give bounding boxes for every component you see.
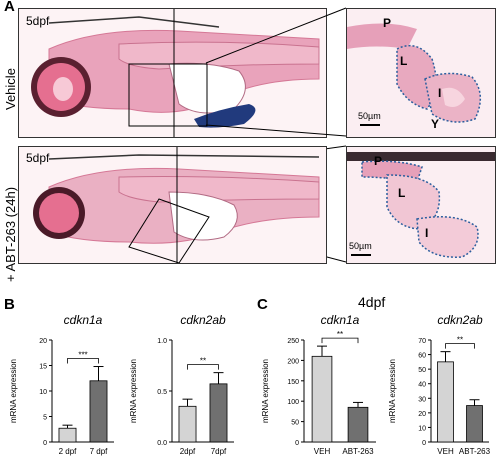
bar [178, 405, 197, 443]
bar [466, 405, 483, 443]
vehicle-scalebar-label: 50µm [358, 111, 381, 121]
significance-label: *** [78, 351, 87, 360]
y-tick-label: 40 [418, 382, 426, 389]
bar [58, 427, 77, 443]
chart-b-cdkn2ab: cdkn2ab mRNA expression 0.0 0.5 1.0 2dpf 7dpf *… [129, 313, 234, 456]
chart-title: cdkn2ab [180, 313, 226, 327]
y-tick-label: 0 [295, 440, 299, 447]
abt263-stage-label: 5dpf [26, 151, 50, 165]
vehicle-scalebar [360, 124, 380, 126]
y-tick-label: 0.5 [157, 389, 167, 396]
y-tick-label: 10 [418, 425, 426, 432]
x-tick-label: 7 dpf [90, 447, 109, 456]
bar [209, 383, 228, 443]
abt263-inset-label-l: L [398, 186, 406, 200]
y-tick-label: 50 [418, 367, 426, 374]
y-tick-label: 5 [43, 415, 47, 422]
bar [311, 355, 333, 443]
y-axis-label: mRNA expression [261, 359, 270, 423]
panel-c-letter: C [257, 296, 268, 313]
vehicle-inset-image [346, 8, 496, 138]
y-tick-label: 1.0 [157, 338, 167, 345]
y-tick-label: 60 [418, 353, 426, 360]
row-label-abt263: + ABT-263 (24h) [3, 186, 18, 282]
abt263-inset-label-i: I [425, 226, 429, 240]
vehicle-stage-label: 5dpf [26, 14, 50, 28]
x-tick-label: 7dpf [211, 447, 227, 456]
chart-c-cdkn1a: cdkn1a mRNA expression 0 50 100 150 200 250 VEH A… [261, 313, 376, 456]
y-tick-label: 15 [39, 364, 47, 371]
abt263-inset-image [346, 146, 496, 264]
panel-a-letter: A [4, 0, 15, 15]
abt263-inset-label-p: P [374, 154, 383, 168]
y-tick-label: 0 [422, 440, 426, 447]
vehicle-inset-label-l: L [400, 54, 408, 68]
significance-label: ** [457, 336, 463, 345]
abt263-histology-image [18, 146, 327, 264]
chart-c-cdkn2ab: cdkn2ab mRNA expression 0 10 20 30 40 50 60 70 VEH… [388, 313, 491, 456]
chart-title: cdkn1a [64, 313, 103, 327]
panel-b-letter: B [4, 296, 15, 313]
y-tick-label: 50 [291, 420, 299, 427]
bar [89, 380, 108, 443]
significance-bracket [67, 358, 99, 364]
x-tick-label: VEH [314, 447, 331, 456]
significance-label: ** [337, 330, 343, 339]
vehicle-histology-image [18, 8, 327, 138]
y-axis-label: mRNA expression [388, 359, 397, 423]
y-tick-label: 250 [287, 338, 299, 345]
y-tick-label: 10 [39, 389, 47, 396]
vehicle-inset-label-y: Y [431, 117, 440, 131]
y-axis-label: mRNA expression [9, 359, 18, 423]
bar [437, 361, 454, 443]
panel-c-header: 4dpf [358, 294, 386, 310]
x-tick-label: ABT-263 [342, 447, 374, 456]
abt263-scalebar [351, 254, 371, 256]
y-tick-label: 150 [287, 379, 299, 386]
significance-label: ** [200, 357, 206, 366]
chart-title: cdkn2ab [437, 313, 483, 327]
abt263-scalebar-label: 50µm [349, 241, 372, 251]
y-tick-label: 70 [418, 338, 426, 345]
y-tick-label: 100 [287, 399, 299, 406]
significance-bracket [187, 364, 219, 370]
x-tick-label: VEH [437, 447, 454, 456]
significance-bracket [445, 343, 475, 349]
bar [347, 406, 369, 443]
chart-b-cdkn1a: cdkn1a mRNA expression 0 5 10 15 20 2 dpf 7 dpf *… [9, 313, 114, 456]
y-tick-label: 200 [287, 358, 299, 365]
vehicle-inset-label-i: I [438, 86, 442, 100]
x-tick-label: ABT-263 [459, 447, 491, 456]
vehicle-inset-label-p: P [383, 16, 392, 30]
y-axis-label: mRNA expression [129, 359, 138, 423]
y-tick-label: 0 [43, 440, 47, 447]
x-tick-label: 2 dpf [59, 447, 78, 456]
y-tick-label: 30 [418, 396, 426, 403]
y-tick-label: 20 [418, 411, 426, 418]
y-tick-label: 0.0 [157, 440, 167, 447]
x-tick-label: 2dpf [180, 447, 196, 456]
row-label-vehicle: Vehicle [3, 68, 18, 110]
chart-title: cdkn1a [321, 313, 360, 327]
significance-bracket [321, 337, 359, 344]
y-tick-label: 20 [39, 338, 47, 345]
